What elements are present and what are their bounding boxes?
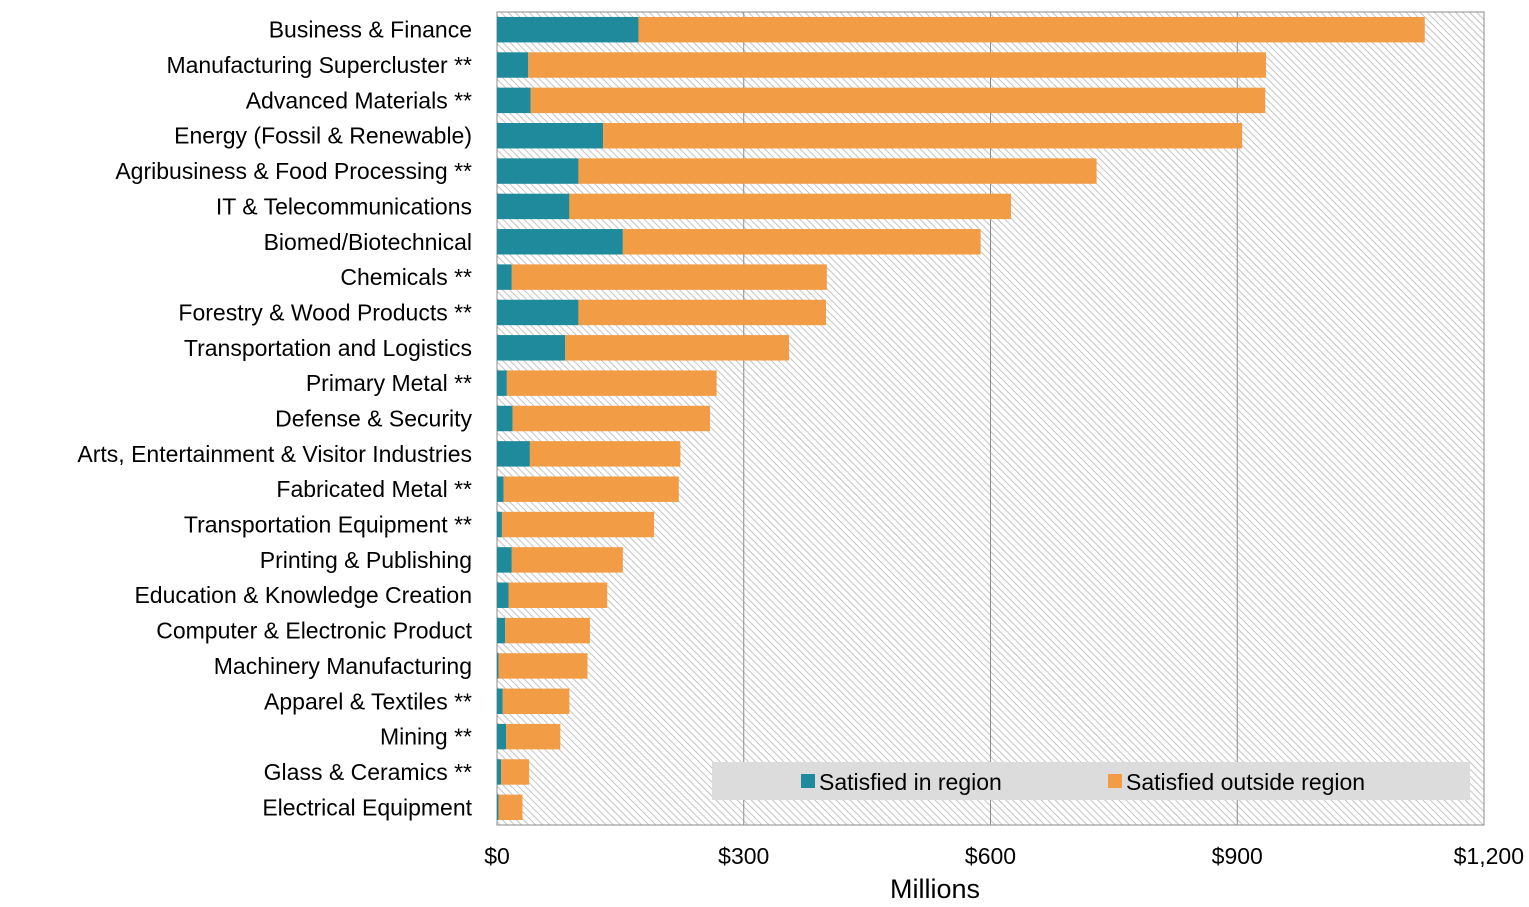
bar-in-region-14 [497,511,502,538]
x-axis-label: Millions [890,874,980,902]
category-label-20: Mining ** [380,724,472,750]
legend: Satisfied in region Satisfied outside re… [712,762,1470,800]
bar-in-region-7 [497,264,512,290]
bar-in-region-3 [497,122,604,149]
bar-in-region-18 [497,653,499,679]
bar-in-region-9 [497,335,566,361]
category-label-21: Glass & Ceramics ** [264,759,472,785]
bar-outside-region-12 [529,441,681,467]
category-label-6: Biomed/Biotechnical [264,229,472,255]
category-label-13: Fabricated Metal ** [276,476,472,502]
bar-in-region-13 [497,476,504,502]
category-label-22: Electrical Equipment [262,794,472,820]
bar-outside-region-1 [528,52,1267,78]
bar-in-region-1 [497,52,529,78]
bar-in-region-0 [497,16,639,43]
category-label-7: Chemicals ** [340,264,472,290]
bar-in-region-22 [497,794,499,821]
x-tick-label-0: $0 [484,843,510,869]
bar-outside-region-5 [569,193,1012,220]
legend-swatch-satisfied-outside-region [1108,774,1122,788]
bar-outside-region-15 [511,547,623,573]
category-label-10: Primary Metal ** [306,370,472,396]
bar-outside-region-22 [498,794,523,821]
bar-outside-region-11 [512,405,711,432]
x-tick-labels: $0 $300 $600 $900 $1,200 [484,843,1524,869]
legend-swatch-satisfied-in-region [801,774,815,788]
category-label-8: Forestry & Wood Products ** [178,299,472,325]
category-label-12: Arts, Entertainment & Visitor Industries [77,441,472,467]
bar-outside-region-9 [565,335,789,361]
category-label-16: Education & Knowledge Creation [134,582,472,608]
category-label-19: Apparel & Textiles ** [264,688,472,714]
category-labels: Business & Finance Manufacturing Superclu… [77,17,472,821]
bar-in-region-8 [497,299,579,326]
bar-outside-region-4 [578,158,1097,184]
category-label-11: Defense & Security [275,406,472,432]
bar-outside-region-6 [622,229,981,255]
bar-in-region-10 [497,370,507,396]
bar-in-region-16 [497,582,509,608]
bar-outside-region-10 [506,370,717,396]
legend-label-satisfied-outside-region: Satisfied outside region [1126,769,1365,795]
category-label-14: Transportation Equipment ** [184,512,472,538]
bar-in-region-4 [497,158,579,184]
legend-label-satisfied-in-region: Satisfied in region [819,769,1002,795]
bar-outside-region-19 [502,688,570,715]
category-label-15: Printing & Publishing [260,547,472,573]
bar-outside-region-16 [508,582,608,608]
x-tick-label-600: $600 [965,843,1016,869]
bar-in-region-5 [497,193,570,220]
category-label-18: Machinery Manufacturing [214,653,472,679]
legend-background [712,762,1470,800]
bar-in-region-21 [497,759,502,785]
bar-outside-region-2 [530,87,1266,114]
bar-outside-region-0 [638,16,1425,43]
category-label-9: Transportation and Logistics [184,335,472,361]
bar-outside-region-17 [505,617,590,644]
bar-in-region-17 [497,617,506,644]
x-tick-label-1200: $1,200 [1454,843,1524,869]
bar-in-region-6 [497,229,623,255]
category-label-1: Manufacturing Supercluster ** [166,52,472,78]
bar-outside-region-13 [503,476,679,502]
bar-in-region-19 [497,688,503,715]
category-label-5: IT & Telecommunications [216,193,472,219]
bar-outside-region-14 [501,511,655,538]
bar-in-region-2 [497,87,531,114]
x-tick-label-300: $300 [718,843,769,869]
category-label-17: Computer & Electronic Product [156,618,472,644]
category-label-3: Energy (Fossil & Renewable) [174,123,472,149]
bar-outside-region-18 [498,653,588,679]
bar-in-region-20 [497,723,507,750]
category-label-0: Business & Finance [269,17,472,43]
bar-in-region-15 [497,547,512,573]
bars [497,16,1425,821]
x-tick-label-900: $900 [1212,843,1263,869]
category-label-2: Advanced Materials ** [246,87,472,113]
category-label-4: Agribusiness & Food Processing ** [115,158,472,184]
bar-in-region-12 [497,441,530,467]
bar-in-region-11 [497,405,513,432]
bar-outside-region-7 [511,264,827,290]
bar-outside-region-20 [506,723,561,750]
bar-outside-region-21 [501,759,530,785]
bar-outside-region-8 [578,299,826,326]
bar-outside-region-3 [603,122,1243,149]
